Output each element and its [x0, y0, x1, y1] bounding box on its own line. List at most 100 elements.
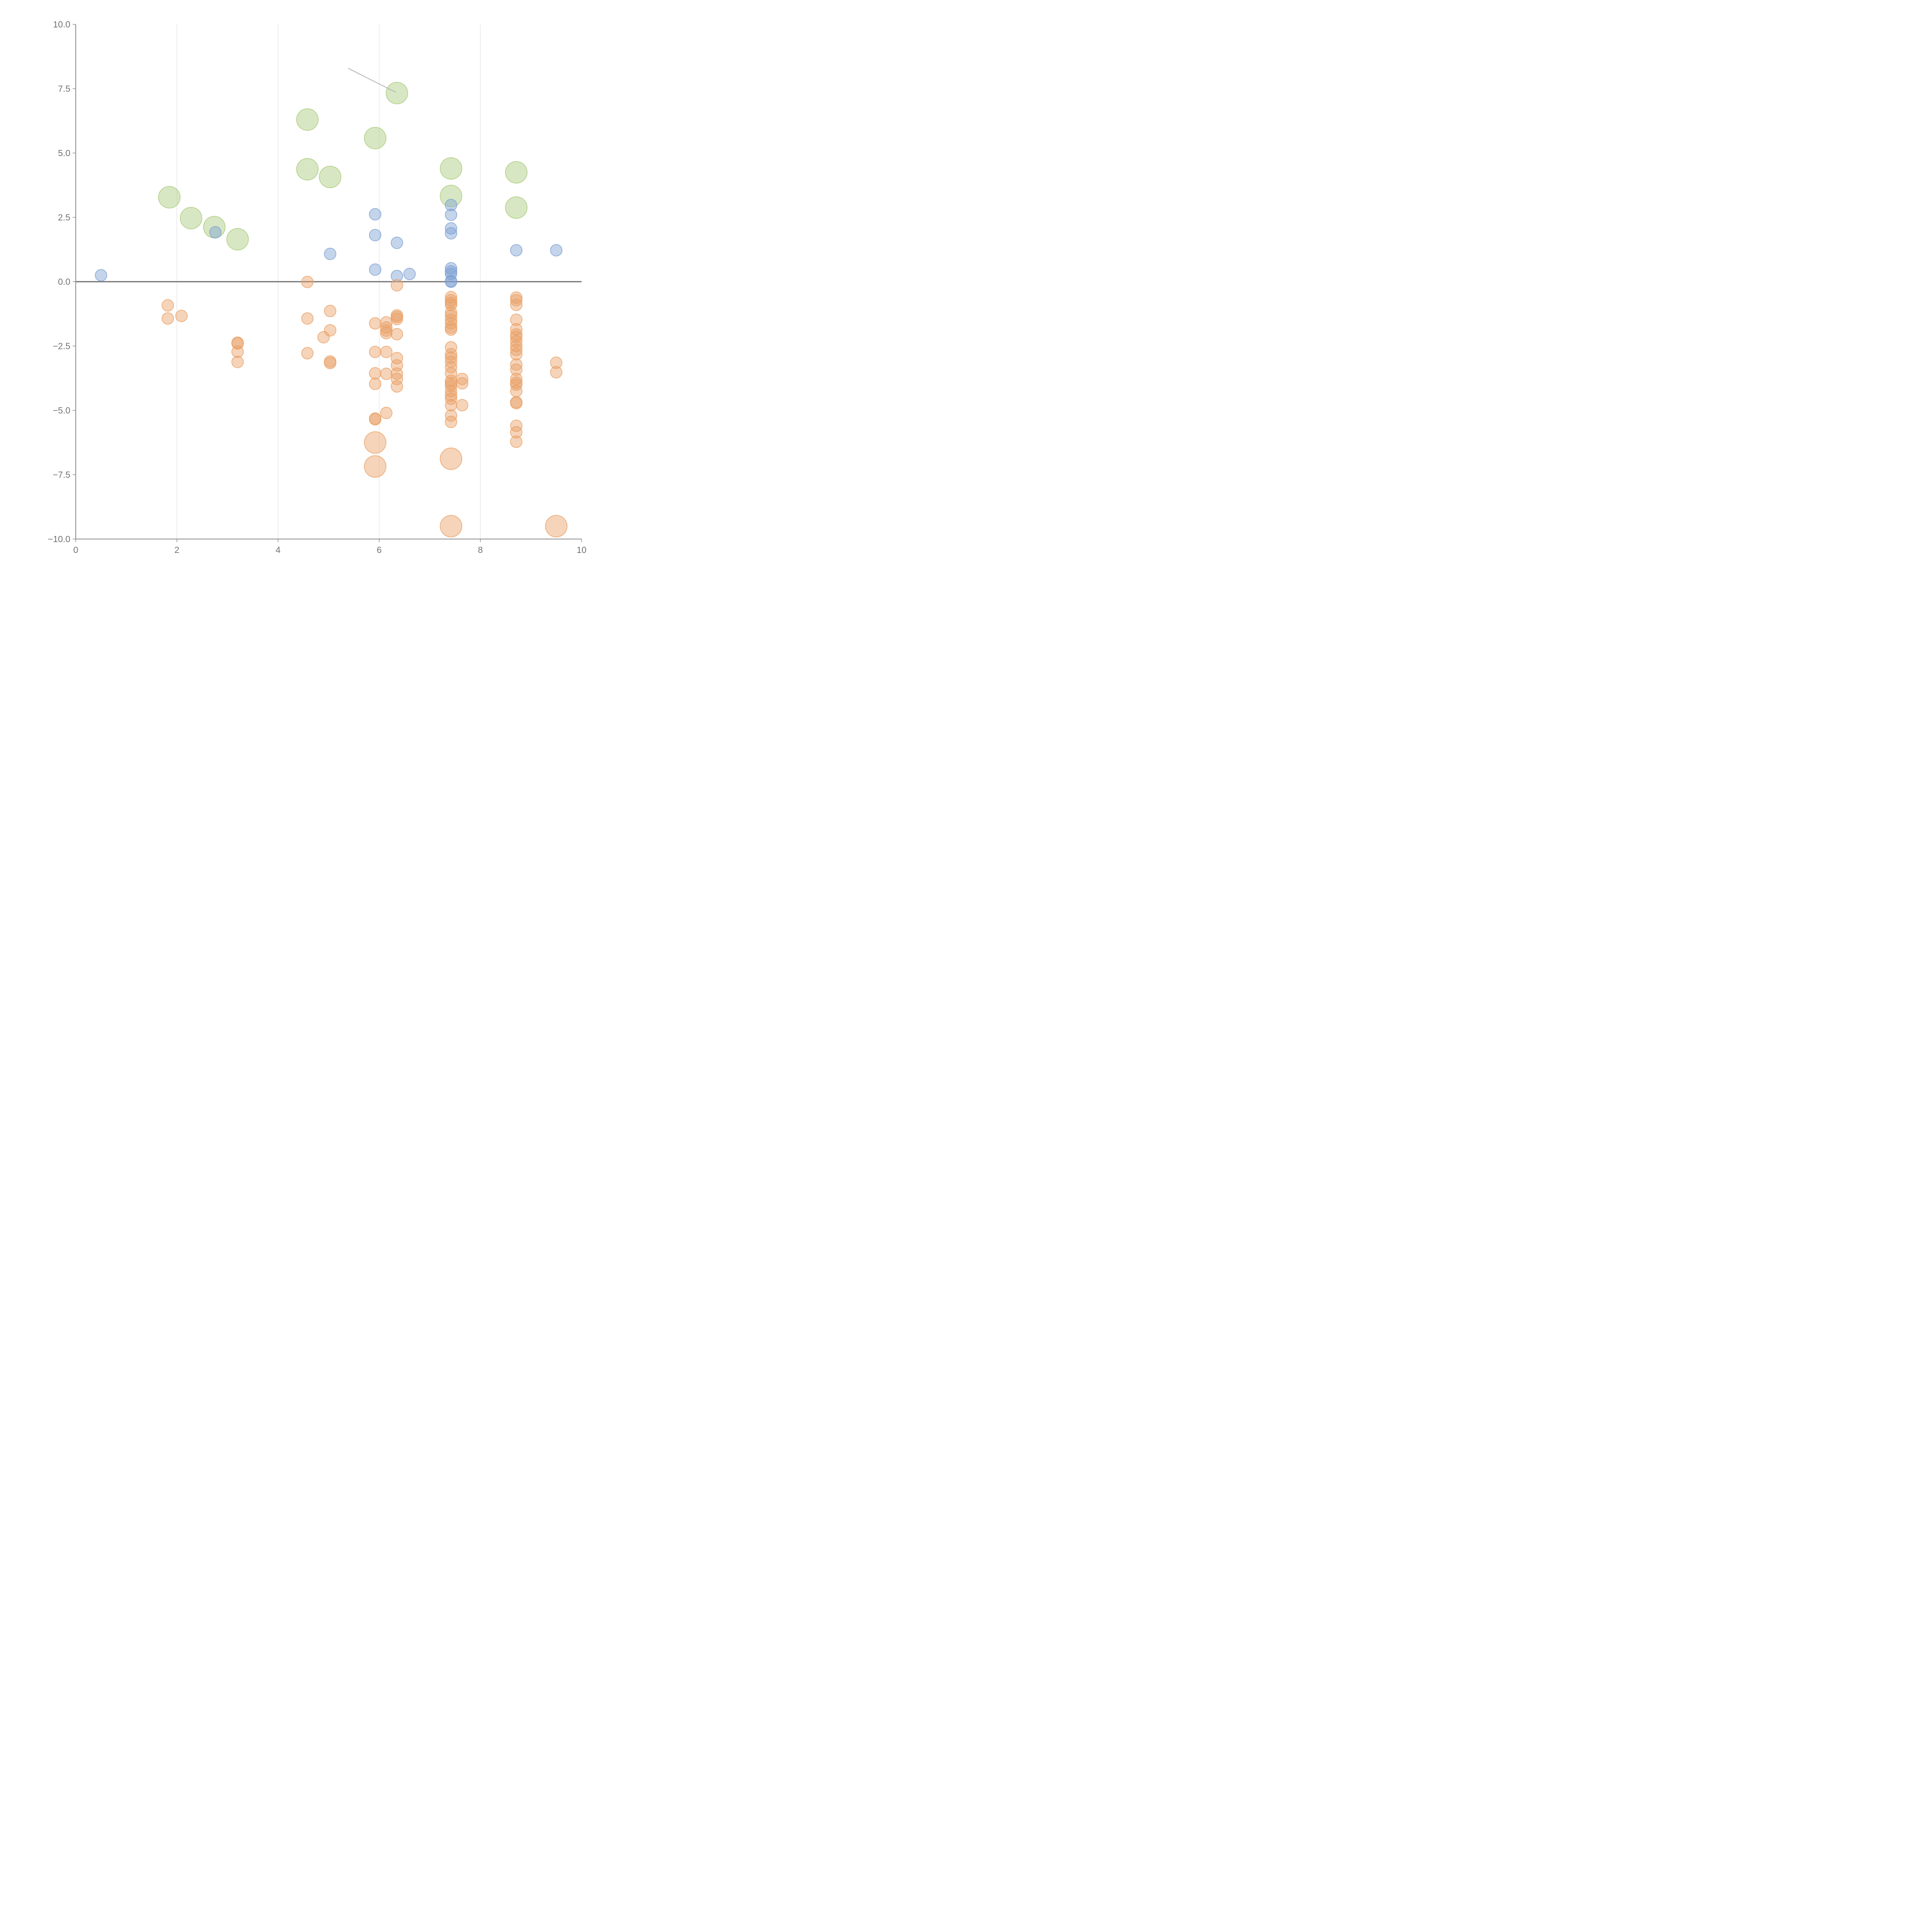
x-tick-label: 4: [276, 545, 281, 555]
data-point-orange-small: [301, 312, 314, 325]
y-tick-label: −10.0: [48, 534, 70, 544]
data-point-orange-small: [445, 393, 457, 405]
data-point-green-large: [505, 196, 528, 219]
y-tick-label: −5.0: [53, 405, 70, 415]
data-point-green-large: [364, 127, 386, 150]
y-tick-label: −7.5: [53, 470, 70, 480]
x-tick-label: 10: [577, 545, 587, 555]
data-point-orange-small: [510, 348, 523, 361]
data-point-orange-small: [391, 328, 403, 340]
data-point-orange-large: [364, 455, 386, 478]
data-point-orange-small: [369, 367, 381, 380]
data-point-orange-small: [301, 347, 314, 360]
data-point-orange-small: [456, 377, 469, 390]
data-point-blue-small: [324, 248, 337, 260]
y-tick-label: 7.5: [58, 84, 70, 94]
scatter-chart: 0 2 4 6 8 10 10.0 7.5 5.0 2.5 0.0 −2.5 −5.0 −7.5 −10.0: [48, 19, 587, 555]
data-point-orange-small: [510, 397, 523, 410]
data-point-orange-small: [445, 367, 457, 380]
data-point-orange-small: [445, 389, 457, 402]
data-point-orange-small: [380, 367, 393, 380]
x-tick-label: 2: [174, 545, 179, 555]
data-point-orange-small: [391, 367, 403, 380]
y-tick-label: 0.0: [58, 277, 70, 287]
data-point-orange-small: [445, 306, 457, 319]
data-point-orange-small: [510, 291, 523, 304]
data-point-green-large: [440, 185, 463, 207]
data-point-orange-small: [510, 294, 523, 306]
data-point-orange-small: [510, 363, 523, 376]
data-point-orange-small: [231, 355, 244, 368]
annotation-leader-line: [348, 68, 396, 93]
data-point-blue-small: [445, 227, 457, 240]
data-point-orange-small: [380, 406, 393, 419]
data-point-blue-small: [369, 263, 381, 276]
data-point-green-large: [296, 108, 319, 131]
x-tick-label: 8: [478, 545, 483, 555]
data-point-orange-small: [510, 426, 523, 439]
data-point-orange-large: [440, 447, 463, 470]
data-point-orange-small: [445, 409, 457, 422]
data-point-orange-small: [391, 279, 403, 292]
data-point-orange-small: [510, 313, 523, 326]
data-point-orange-small: [510, 419, 523, 432]
data-point-orange-small: [301, 276, 314, 288]
data-point-green-large: [440, 157, 463, 180]
data-point-blue-small: [445, 265, 457, 278]
data-point-orange-small: [369, 317, 381, 330]
data-point-orange-small: [369, 413, 381, 426]
data-point-orange-small: [369, 378, 381, 390]
data-point-orange-small: [510, 331, 523, 344]
data-point-orange-small: [445, 415, 457, 428]
data-point-orange-small: [324, 324, 337, 337]
data-point-orange-small: [162, 312, 174, 325]
data-point-orange-small: [380, 345, 393, 358]
data-point-orange-small: [445, 351, 457, 364]
data-point-orange-small: [510, 298, 523, 311]
data-points: [95, 82, 568, 537]
data-point-orange-large: [440, 515, 463, 537]
data-point-orange-small: [162, 299, 174, 312]
data-point-blue-small: [209, 226, 222, 239]
data-point-orange-small: [324, 357, 337, 369]
y-tick-label: −2.5: [53, 341, 70, 351]
data-point-green-large: [296, 158, 319, 180]
data-point-blue-small: [445, 276, 457, 288]
data-point-green-large: [180, 207, 202, 230]
data-point-orange-small: [510, 344, 523, 356]
data-point-orange-small: [391, 372, 403, 385]
data-point-blue-small: [445, 199, 457, 211]
x-tick-label: 0: [73, 545, 78, 555]
data-point-orange-small: [391, 380, 403, 393]
data-point-orange-small: [380, 327, 393, 340]
data-point-blue-small: [445, 222, 457, 235]
data-point-green-large: [386, 82, 408, 104]
data-point-orange-small: [510, 358, 523, 371]
chart-container: 0 2 4 6 8 10 10.0 7.5 5.0 2.5 0.0 −2.5 −5.0 −7.5 −10.0: [0, 0, 606, 606]
data-point-orange-small: [445, 323, 457, 336]
data-point-orange-large: [364, 431, 386, 454]
data-point-orange-small: [369, 345, 381, 358]
data-point-blue-small: [369, 229, 381, 242]
data-point-orange-small: [510, 378, 523, 391]
data-point-orange-small: [510, 385, 523, 398]
data-point-orange-small: [456, 399, 469, 412]
data-point-green-large: [226, 228, 249, 251]
data-point-orange-large: [545, 515, 568, 537]
data-point-blue-small: [550, 244, 563, 257]
data-point-orange-small: [510, 335, 523, 348]
annotations: [348, 68, 396, 93]
data-point-blue-small: [445, 208, 457, 221]
data-point-orange-small: [391, 352, 403, 364]
data-point-blue-small: [95, 269, 107, 282]
y-tick-label: 10.0: [53, 19, 70, 29]
data-point-green-large: [319, 165, 342, 188]
data-point-blue-small: [510, 244, 523, 257]
data-point-orange-small: [445, 341, 457, 354]
data-point-orange-small: [175, 310, 188, 322]
data-point-blue-small: [369, 208, 381, 221]
data-point-orange-small: [231, 345, 244, 358]
data-point-blue-small: [391, 236, 403, 249]
y-tick-label: 5.0: [58, 148, 70, 158]
data-point-orange-small: [510, 435, 523, 448]
